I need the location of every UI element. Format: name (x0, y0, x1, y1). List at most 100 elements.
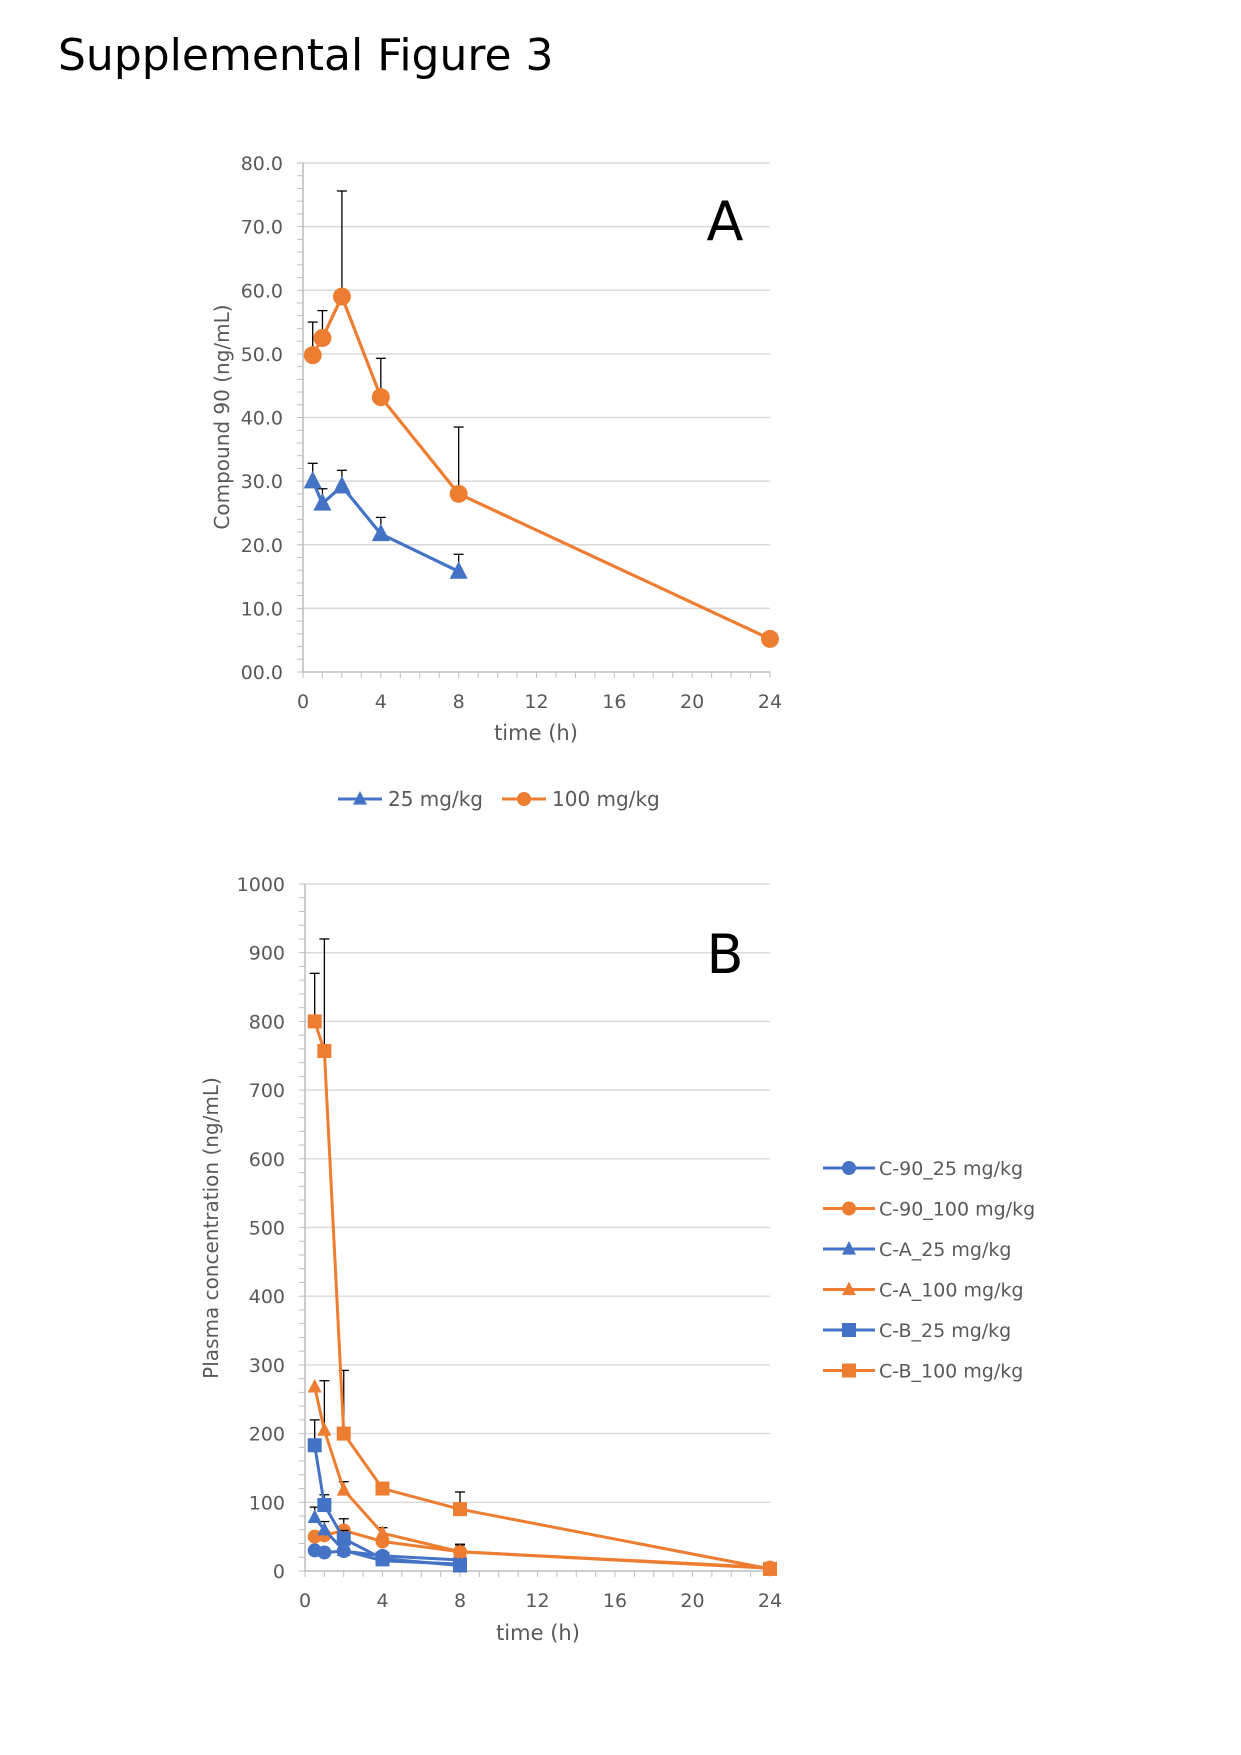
data-point (453, 1558, 467, 1573)
data-point (371, 523, 390, 542)
data-point (307, 1438, 322, 1453)
data-point (307, 1509, 322, 1524)
data-point (303, 470, 322, 489)
page-title: Supplemental Figure 3 (58, 30, 554, 81)
y-tick-label: 30.0 (241, 471, 283, 493)
y-tick-label: 40.0 (241, 408, 283, 430)
legend-entry-label: 100 mg/kg (552, 787, 660, 811)
y-axis-label: Compound 90 (ng/mL) (210, 304, 234, 529)
legend-swatch-marker (842, 1161, 856, 1175)
panel-a-chart: 00.0 10.0 20.0 30.0 40.0 50.0 60.0 70.0 80.0 0 4 8 1… (210, 153, 782, 811)
x-tick-label: 12 (524, 691, 548, 713)
data-point (303, 346, 322, 365)
legend-swatch-marker (842, 1240, 856, 1255)
y-tick-label: 00.0 (241, 662, 283, 684)
legend: 25 mg/kg 100 mg/kg (338, 787, 660, 811)
x-axis-label: time (h) (496, 1621, 580, 1645)
y-tick-label: 0 (273, 1561, 285, 1583)
y-axis-label: Plasma concentration (ng/mL) (199, 1077, 223, 1379)
legend-swatch-marker (842, 1323, 856, 1337)
data-point (307, 1014, 322, 1029)
legend-swatch-marker (842, 1201, 856, 1216)
data-point (317, 1521, 332, 1536)
x-tick-label: 4 (376, 1590, 388, 1612)
data-point (313, 328, 332, 347)
legend-swatch-marker (842, 1281, 856, 1296)
panel-label: B (706, 923, 743, 986)
legend-swatch-marker (517, 792, 531, 806)
y-tick-label: 20.0 (241, 535, 283, 557)
y-tick-label: 700 (249, 1080, 285, 1102)
y-tick-label: 500 (249, 1218, 285, 1240)
legend-entry-label: C-B_100 mg/kg (879, 1361, 1023, 1383)
panel-b-chart: 0 100 200 300 400 500 600 700 800 900 1000 0 4 8 12 16 2… (199, 874, 1035, 1645)
data-point (761, 629, 779, 648)
legend-swatch-marker (353, 790, 367, 805)
legend-swatch-marker (842, 1363, 856, 1378)
data-point (336, 1481, 351, 1496)
data-point (336, 1531, 351, 1546)
x-tick-label: 16 (603, 1590, 627, 1612)
x-tick-label: 24 (758, 691, 782, 713)
y-tick-label: 300 (249, 1355, 285, 1377)
data-point (371, 388, 390, 407)
y-tick-label: 200 (249, 1424, 285, 1446)
data-point (449, 484, 468, 503)
legend-entry-label: C-B_25 mg/kg (879, 1320, 1011, 1342)
x-tick-label: 0 (297, 691, 309, 713)
x-axis-label: time (h) (494, 721, 578, 745)
data-point (317, 1422, 332, 1436)
x-tick-label: 20 (680, 1590, 704, 1612)
y-tick-label: 80.0 (241, 153, 283, 175)
legend-entry-label: C-A_25 mg/kg (879, 1239, 1011, 1261)
data-point (375, 1525, 390, 1539)
data-point (332, 475, 351, 494)
y-tick-label: 800 (249, 1011, 285, 1033)
y-tick-label: 60.0 (241, 280, 283, 302)
series-line (311, 295, 771, 641)
data-point (336, 1426, 351, 1441)
data-point (313, 493, 332, 511)
x-tick-label: 16 (602, 691, 626, 713)
x-tick-label: 8 (454, 1590, 466, 1612)
data-point (317, 1545, 332, 1560)
data-point (336, 1542, 351, 1557)
series-25-mg-kg (303, 462, 468, 579)
panel-label: A (707, 190, 744, 253)
x-tick-label: 20 (680, 691, 704, 713)
legend: C-90_25 mg/kg C-90_100 mg/kg C-A_25 mg/kg C… (823, 1158, 1035, 1383)
x-tick-label: 0 (299, 1590, 311, 1612)
data-point (453, 1543, 467, 1558)
y-tick-label: 50.0 (241, 344, 283, 366)
y-tick-label: 10.0 (241, 598, 283, 620)
data-point (453, 1502, 467, 1517)
y-tick-label: 900 (249, 943, 285, 965)
y-tick-label: 1000 (237, 874, 285, 896)
series-line (313, 1386, 771, 1570)
data-point (317, 1498, 332, 1513)
legend-entry-label: C-90_25 mg/kg (879, 1158, 1023, 1180)
x-tick-label: 24 (758, 1590, 782, 1612)
x-tick-label: 4 (375, 691, 387, 713)
series-line (311, 480, 460, 573)
data-point (332, 287, 351, 306)
data-point (375, 1551, 390, 1566)
series-c-b-25-mg-kg (307, 1419, 467, 1573)
data-point (307, 1378, 322, 1393)
y-tick-label: 100 (249, 1492, 285, 1514)
data-point (449, 561, 468, 579)
series-c-b-100-mg-kg (307, 938, 777, 1576)
y-tick-label: 600 (249, 1149, 285, 1171)
legend-entry-label: 25 mg/kg (388, 787, 483, 811)
data-point (763, 1561, 777, 1576)
y-tick-label: 400 (249, 1286, 285, 1308)
x-tick-label: 12 (525, 1590, 549, 1612)
series-100-mg-kg (303, 190, 779, 648)
data-point (317, 1043, 332, 1058)
data-point (375, 1481, 390, 1496)
x-tick-label: 8 (453, 691, 465, 713)
legend-entry-label: C-A_100 mg/kg (879, 1280, 1024, 1302)
y-tick-label: 70.0 (241, 217, 283, 239)
legend-entry-label: C-90_100 mg/kg (879, 1199, 1035, 1221)
